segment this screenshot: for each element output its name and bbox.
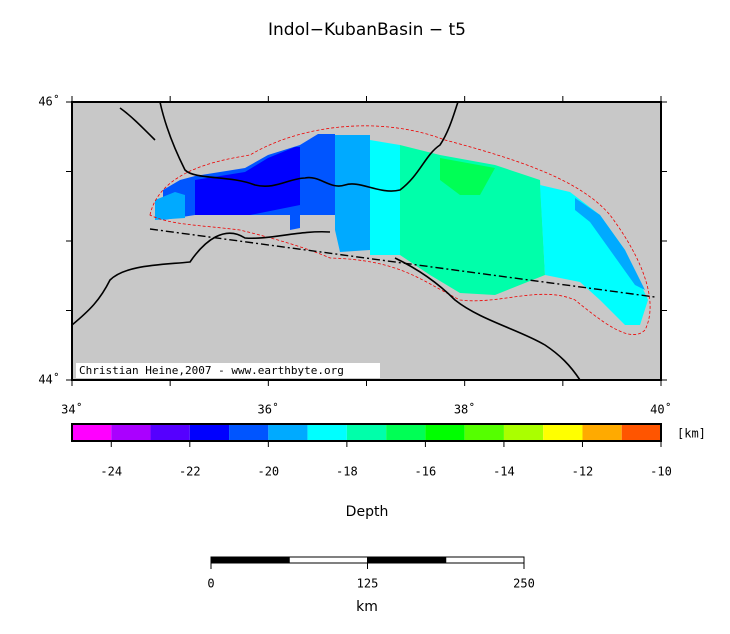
colorbar-segment [229,424,269,441]
lat-label: 44˚ [38,372,60,387]
colorbar-tick-label: -10 [650,465,672,479]
colorbar-segment [346,424,387,441]
colorbar-unit: [km] [677,427,706,441]
scale-bar-segment [288,556,368,564]
colorbar-segment [386,424,426,441]
colorbar-segment [307,424,347,441]
colorbar-segment [72,424,112,441]
depth-region [370,140,400,255]
lon-label: 36˚ [257,402,279,417]
depth-region [195,147,300,215]
depth-region [440,158,495,195]
colorbar-segment [503,424,544,441]
scale-bar-label: 0 [207,577,214,591]
scale-bar-label: 250 [513,577,535,591]
lon-label: 34˚ [61,402,83,417]
colorbar-segment [425,424,465,441]
colorbar-tick-label: -20 [257,465,279,479]
map-area: Christian Heine,2007 - www.earthbyte.org [71,101,662,381]
basin-outline [149,125,651,335]
depth-region [400,145,545,295]
lon-label: 40˚ [650,402,672,417]
colorbar-segment [621,424,661,441]
colorbar-tick-label: -24 [100,465,122,479]
colorbar-tick-label: -22 [179,465,201,479]
credit-box [76,363,380,378]
map-title: Indol−KubanBasin − t5 [268,20,466,40]
colorbar-segment [582,424,622,441]
colorbar-segment [268,424,308,441]
scale-bar-segment [367,556,447,564]
colorbar-tick-label: -12 [572,465,594,479]
colorbar-tick-label: -16 [415,465,437,479]
depth-region [575,198,645,290]
coastline [71,230,581,381]
lat-label: 46˚ [38,94,60,109]
colorbar-segment [543,424,583,441]
scale-bar-label: 125 [357,577,379,591]
coastline [119,101,459,192]
depth-region [335,135,370,252]
colorbar-frame [71,423,662,442]
colorbar-tick-label: -14 [493,465,515,479]
colorbar-segment [189,424,230,441]
credit: Christian Heine,2007 - www.earthbyte.org [79,364,344,377]
scale-bar-segment [210,556,290,564]
profile-line [149,228,656,298]
scale-bar-segment [445,556,525,564]
lon-label: 38˚ [454,402,476,417]
depth-region [155,192,185,220]
colorbar-segment [464,424,504,441]
colorbar-segment [150,424,190,441]
colorbar-label: Depth [346,504,389,520]
colorbar-tick-label: -18 [336,465,358,479]
scale-bar-unit: km [356,599,378,615]
depth-region [540,185,648,325]
colorbar-segment [111,424,151,441]
